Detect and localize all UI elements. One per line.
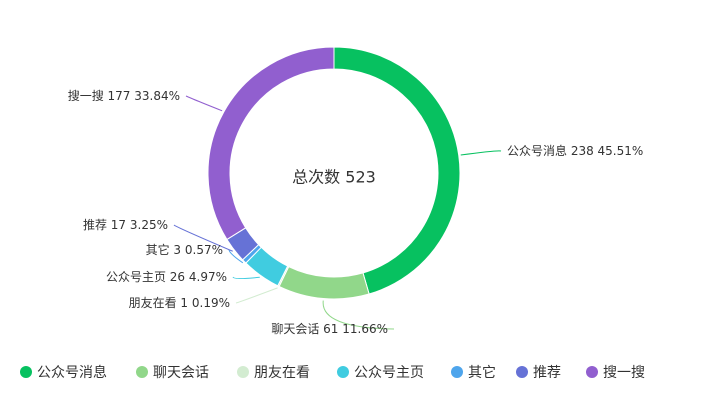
legend-marker[interactable] <box>451 366 463 378</box>
legend-marker[interactable] <box>237 366 249 378</box>
legend-item-label[interactable]: 推荐 <box>533 365 561 381</box>
leader-line <box>228 249 244 264</box>
leader-line <box>460 150 502 156</box>
pie-slice <box>207 46 335 241</box>
leader-line <box>232 276 260 280</box>
label-leader-lines <box>173 95 502 330</box>
legend-item-label[interactable]: 搜一搜 <box>603 365 645 381</box>
slice-label: 公众号主页 26 4.97% <box>106 270 227 284</box>
legend-item-label[interactable]: 朋友在看 <box>254 365 310 381</box>
legend-marker[interactable] <box>516 366 528 378</box>
legend-marker[interactable] <box>136 366 148 378</box>
slice-label: 朋友在看 1 0.19% <box>129 296 230 310</box>
leader-line <box>173 224 233 252</box>
chart-slices <box>207 46 461 300</box>
center-total-label: 总次数 523 <box>292 168 376 187</box>
leader-line <box>185 95 223 112</box>
leader-line <box>235 287 278 304</box>
slice-label: 聊天会话 61 11.66% <box>271 322 388 336</box>
legend-item-label[interactable]: 聊天会话 <box>153 365 209 381</box>
slice-labels: 公众号消息 238 45.51% 聊天会话 61 11.66% 朋友在看 1 0.1… <box>68 88 644 336</box>
legend-marker[interactable] <box>20 366 32 378</box>
legend-marker[interactable] <box>337 366 349 378</box>
leader-line <box>322 300 395 330</box>
legend-item-label[interactable]: 其它 <box>468 364 496 381</box>
legend-marker[interactable] <box>586 366 598 378</box>
pie-slice <box>278 265 370 300</box>
slice-label: 其它 3 0.57% <box>146 242 223 257</box>
chart-legend: 公众号消息 聊天会话 朋友在看 公众号主页 其它 推荐 搜一搜 <box>20 364 645 381</box>
slice-label: 搜一搜 177 33.84% <box>68 88 180 103</box>
legend-item-label[interactable]: 公众号消息 <box>37 364 107 381</box>
slice-label: 推荐 17 3.25% <box>83 218 168 232</box>
slice-label: 公众号消息 238 45.51% <box>507 143 643 158</box>
legend-item-label[interactable]: 公众号主页 <box>354 365 424 381</box>
